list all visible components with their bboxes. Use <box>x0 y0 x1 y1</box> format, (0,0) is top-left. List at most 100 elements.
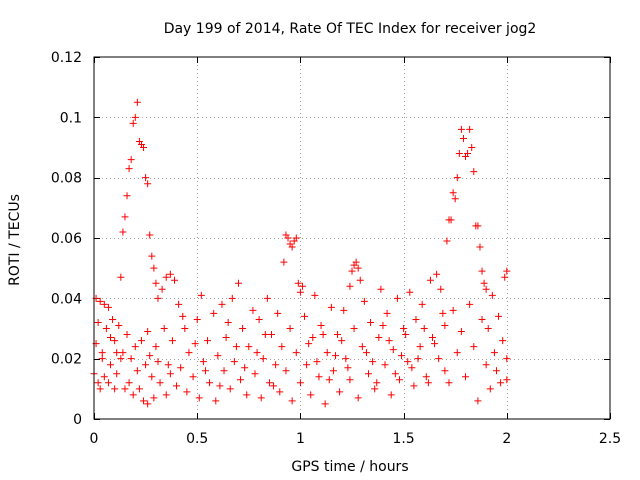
data-point <box>150 264 158 272</box>
data-point <box>437 285 445 293</box>
data-point <box>367 318 375 326</box>
data-point <box>497 379 505 387</box>
data-point <box>305 340 313 348</box>
data-point <box>162 391 170 399</box>
data-point <box>261 331 269 339</box>
y-tick-label: 0.02 <box>51 352 82 368</box>
data-point <box>348 267 356 275</box>
data-point <box>111 385 119 393</box>
data-point <box>398 352 406 360</box>
x-tick-label: 0 <box>90 431 99 447</box>
data-point <box>301 312 309 320</box>
y-tick-labels: 0 0.02 0.04 0.06 0.08 0.1 0.12 <box>51 50 82 428</box>
data-point <box>98 355 106 363</box>
data-point <box>199 358 207 366</box>
data-point <box>206 379 214 387</box>
data-point <box>100 373 108 381</box>
data-point <box>107 361 115 369</box>
data-point <box>239 325 247 332</box>
data-point <box>156 379 164 387</box>
data-point <box>150 394 158 402</box>
data-point <box>210 309 218 317</box>
data-point <box>232 343 240 351</box>
data-point <box>278 343 286 351</box>
data-point <box>154 294 162 302</box>
data-point <box>480 279 488 287</box>
data-point <box>453 349 461 357</box>
y-tick-label: 0.1 <box>60 110 82 126</box>
data-point <box>503 355 511 363</box>
data-point <box>280 258 288 266</box>
data-point <box>321 400 329 408</box>
data-point <box>234 279 242 287</box>
data-point <box>268 331 276 339</box>
data-point <box>342 355 350 363</box>
data-point <box>142 174 150 182</box>
data-point <box>259 355 267 363</box>
data-point <box>433 270 441 278</box>
data-point <box>237 376 245 384</box>
data-point <box>144 328 152 336</box>
data-point <box>329 367 337 375</box>
data-point <box>499 337 507 345</box>
data-point <box>222 334 230 342</box>
data-point <box>404 358 412 366</box>
data-point <box>121 385 129 393</box>
data-point <box>336 388 344 396</box>
data-point <box>346 282 354 290</box>
data-point <box>327 303 335 311</box>
data-point <box>381 361 389 369</box>
data-point <box>104 303 112 311</box>
data-point <box>173 382 181 390</box>
data-point <box>109 315 117 323</box>
data-point <box>189 373 197 381</box>
data-point <box>424 379 432 387</box>
data-point <box>195 394 203 402</box>
chart-title: Day 199 of 2014, Rate Of TEC Index for r… <box>164 21 537 37</box>
data-point <box>402 331 410 339</box>
x-tick-label: 2.5 <box>599 431 621 447</box>
x-tick-label: 2 <box>502 431 511 447</box>
data-point <box>385 337 393 345</box>
data-point <box>377 285 385 293</box>
data-point <box>125 165 133 173</box>
data-point <box>307 391 315 399</box>
data-point <box>224 318 232 326</box>
data-point <box>142 361 150 369</box>
data-point <box>344 364 352 372</box>
data-point <box>474 222 482 230</box>
data-point <box>323 349 331 357</box>
data-point <box>166 270 174 278</box>
data-point <box>162 273 170 281</box>
data-point <box>276 388 284 396</box>
data-point <box>441 367 449 375</box>
data-point <box>490 349 498 357</box>
data-point <box>177 364 185 372</box>
data-point <box>453 174 461 182</box>
data-point <box>334 331 342 339</box>
data-point <box>466 300 474 308</box>
data-point <box>230 358 238 366</box>
data-point <box>125 379 133 387</box>
data-point <box>183 388 191 396</box>
data-point <box>352 258 360 266</box>
data-point <box>340 306 348 314</box>
data-point <box>212 397 220 405</box>
data-point <box>286 325 294 332</box>
data-point <box>478 267 486 275</box>
data-point <box>154 358 162 366</box>
data-point <box>416 343 424 351</box>
data-point <box>484 325 492 332</box>
data-point <box>449 306 457 314</box>
data-point <box>113 349 121 357</box>
data-point <box>253 349 261 357</box>
data-point <box>245 343 253 351</box>
data-point <box>144 400 152 408</box>
data-point <box>492 367 500 375</box>
y-axis-label: ROTI / TECUs <box>7 194 23 286</box>
data-point <box>228 294 236 302</box>
data-point <box>102 325 110 332</box>
data-point <box>325 376 333 384</box>
data-point <box>455 150 463 158</box>
